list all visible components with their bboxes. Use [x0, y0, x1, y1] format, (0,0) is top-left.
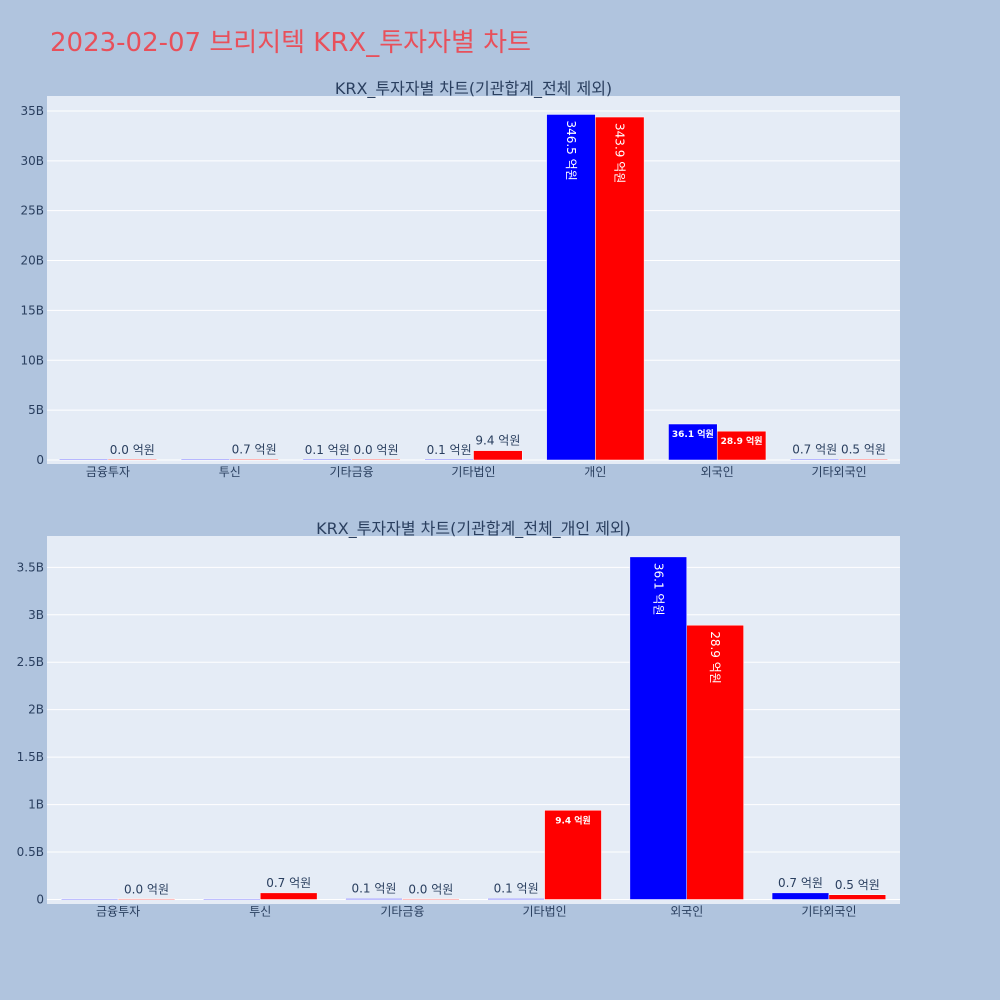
data-label: 0.7 억원 [232, 442, 277, 456]
y-tick-label: 30B [20, 154, 44, 168]
data-label: 0.1 억원 [351, 882, 396, 896]
data-label: 0.7 억원 [778, 876, 823, 890]
data-label: 0.0 억원 [124, 883, 169, 897]
x-tick-label: 금융투자 [86, 465, 130, 479]
bar [629, 556, 688, 900]
data-label: 343.9 억원 [613, 123, 627, 183]
data-label: 9.4 억원 [475, 434, 520, 448]
bar [351, 458, 401, 461]
chart-top: 0 5B 10B 15B 20B 25B 30B 35B KRX_투자자별 차트(기관합계_전체… [20, 79, 900, 479]
bar [546, 114, 596, 461]
plot-area [47, 536, 900, 904]
x-tick-label: 투신 [219, 465, 241, 479]
bar [668, 423, 718, 461]
data-label: 9.4 억원 [555, 814, 591, 826]
data-label: 0.0 억원 [408, 883, 453, 897]
x-tick-label: 기타외국인 [811, 465, 866, 479]
x-tick-label: 금융투자 [96, 905, 140, 919]
x-tick-label: 외국인 [670, 905, 703, 919]
chart-title: KRX_투자자별 차트(기관합계_전체_개인 제외) [316, 519, 631, 539]
bar [473, 450, 523, 461]
bar [180, 458, 231, 461]
bar [229, 458, 279, 461]
bar [595, 116, 645, 461]
bar [203, 898, 261, 900]
y-tick-label: 3.5B [17, 560, 44, 574]
data-label: 0.5 억원 [841, 443, 886, 457]
y-tick-label: 0.5B [17, 845, 44, 859]
x-tick-label: 투신 [249, 905, 271, 919]
data-label: 0.0 억원 [110, 443, 155, 457]
bar [117, 898, 176, 900]
data-label: 0.1 억원 [305, 443, 350, 457]
data-label: 36.1 억원 [672, 428, 714, 440]
data-label: 28.9 억원 [721, 435, 763, 447]
bar [544, 810, 602, 900]
bar [58, 458, 109, 461]
x-tick-label: 기타금융 [380, 905, 424, 919]
bar [716, 430, 767, 461]
y-tick-label: 5B [28, 403, 44, 417]
y-tick-label: 0 [36, 893, 44, 907]
chart-title: KRX_투자자별 차트(기관합계_전체 제외) [335, 79, 612, 99]
y-tick-label: 20B [20, 254, 44, 268]
bar [686, 624, 744, 900]
x-tick-label: 기타외국인 [801, 905, 856, 919]
bar [771, 892, 830, 900]
y-tick-label: 3B [28, 608, 44, 622]
y-tick-label: 10B [20, 353, 44, 367]
x-tick-label: 기타금융 [330, 465, 374, 479]
data-label: 0.1 억원 [494, 882, 539, 896]
y-tick-label: 2.5B [17, 655, 44, 669]
bar [487, 898, 545, 900]
data-label: 28.9 억원 [708, 631, 722, 684]
x-tick-label: 기타법인 [522, 905, 566, 919]
data-label: 346.5 억원 [564, 120, 578, 180]
bar [302, 458, 352, 461]
data-label: 0.7 억원 [792, 442, 837, 456]
y-tick-label: 25B [20, 204, 44, 218]
chart-bottom: 0 0.5B 1B 1.5B 2B 2.5B 3B 3.5B KRX_투자자별 차트(기관합계_… [17, 519, 900, 919]
bar [345, 898, 403, 900]
page-title: 2023-02-07 브리지텍 KRX_투자자별 차트 [50, 28, 532, 58]
data-label: 0.5 억원 [835, 878, 880, 892]
data-label: 0.7 억원 [266, 876, 311, 890]
y-tick-label: 1B [28, 798, 44, 812]
bar [790, 458, 840, 461]
x-tick-label: 외국인 [701, 465, 734, 479]
y-tick-label: 15B [20, 303, 44, 317]
data-label: 0.1 억원 [427, 443, 472, 457]
bar [402, 898, 460, 900]
bar [60, 898, 119, 900]
bar [828, 894, 887, 900]
bar [260, 892, 318, 900]
x-tick-label: 기타법인 [451, 465, 495, 479]
y-tick-label: 1.5B [17, 750, 44, 764]
data-label: 0.0 억원 [354, 443, 399, 457]
bar [838, 458, 889, 461]
bar [424, 458, 474, 461]
bar [107, 458, 157, 461]
y-tick-label: 2B [28, 703, 44, 717]
x-tick-label: 개인 [584, 465, 606, 479]
y-tick-label: 35B [20, 104, 44, 118]
data-label: 36.1 억원 [651, 563, 665, 616]
y-tick-label: 0 [36, 453, 44, 467]
plot-area [47, 96, 900, 464]
